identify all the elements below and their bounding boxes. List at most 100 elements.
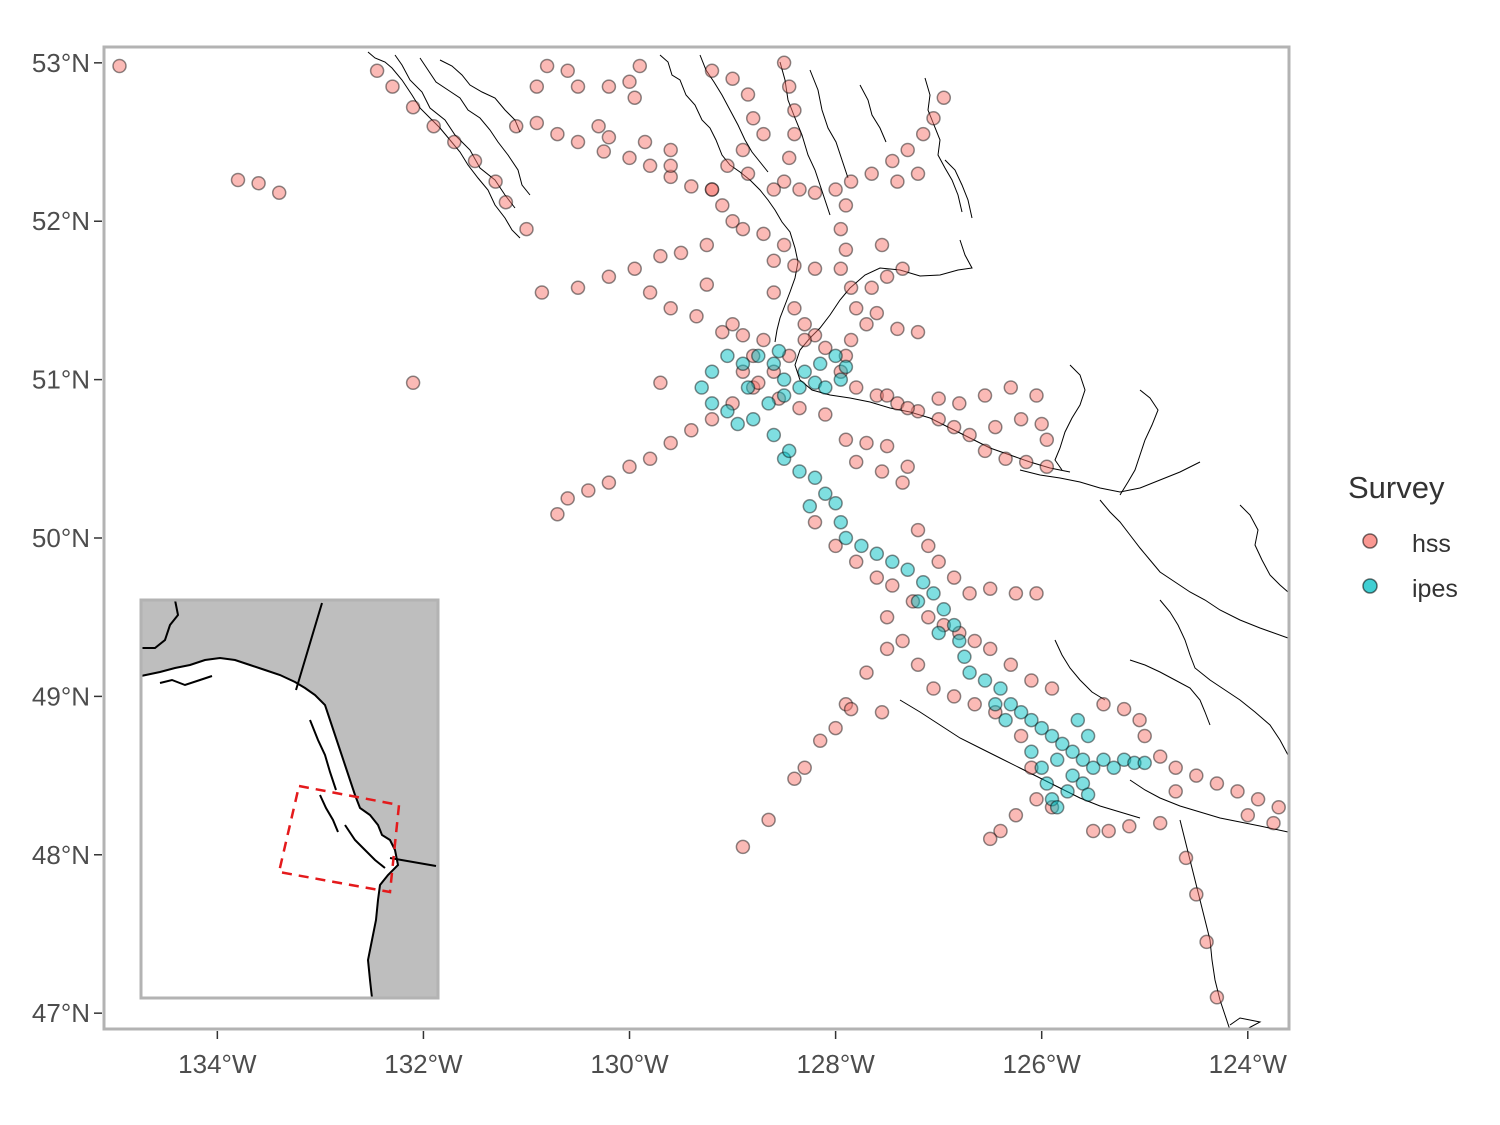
hss-point-54 [663,301,678,316]
hss-point-107 [818,340,833,356]
ipes-point-2 [720,348,735,364]
ipes-point-54 [1065,744,1080,760]
ipes-point-74 [1070,712,1086,728]
hss-point-150 [900,459,915,474]
hss-point-100 [936,90,952,105]
legend-entry-hss: hss [1362,530,1451,558]
hss-point-220 [797,760,812,775]
ipes-point-25 [792,464,807,479]
hss-point-158 [921,609,936,625]
ipes-point-61 [1137,755,1152,771]
hss-point-176 [910,657,926,672]
ipes-point-64 [1039,776,1055,791]
hss-point-30 [632,58,648,74]
hss-point-74 [792,182,807,197]
hss-point-7 [405,99,421,115]
hss-point-177 [926,681,941,696]
hss-point-57 [735,328,751,343]
ipes-point-68 [1065,768,1080,783]
ipes-point-48 [1003,697,1019,712]
hss-point-127 [931,411,946,427]
hss-point-41 [756,226,771,242]
hss-point-101 [890,174,905,189]
legend-label-hss: hss [1412,530,1451,558]
inset-study-area-box [277,784,401,894]
ipes-point-49 [1013,704,1029,720]
hss-point-179 [967,697,982,712]
hss-point-194 [1029,792,1044,807]
ipes-point-36 [900,562,915,577]
hss-point-62 [745,111,761,126]
hss-point-115 [704,411,720,427]
ipes-point-37 [915,575,931,590]
hss-point-188 [1209,776,1225,791]
hss-point-56 [715,324,730,340]
hss-point-104 [787,301,802,316]
hss-point-46 [699,237,715,253]
hss-point-186 [1168,760,1183,775]
x-tick-label-3: 128°W [796,1049,875,1079]
ipes-point-28 [828,495,843,511]
ipes-point-67 [1060,784,1075,799]
hss-point-203 [1168,784,1183,799]
hss-point-173 [1029,586,1044,601]
hss-point-156 [885,578,900,593]
hss-point-80 [833,261,849,276]
y-tick-label-0: 47°N [32,998,90,1028]
hss-point-184 [1137,728,1152,744]
hss-point-208 [1240,807,1256,823]
hss-point-4 [405,375,421,391]
hss-point-77 [838,198,854,213]
hss-point-134 [879,388,895,403]
hss-point-92 [910,324,926,340]
ipes-point-13 [797,364,812,379]
ipes-point-16 [838,359,854,375]
y-tick-label-2: 49°N [32,681,90,711]
ipes-point-32 [838,530,854,546]
ipes-point-12 [776,388,792,403]
hss-point-63 [756,126,771,142]
y-tick-label-6: 53°N [32,48,90,78]
hss-point-123 [848,380,864,395]
hss-point-207 [1209,990,1225,1005]
hss-point-79 [838,242,854,257]
hss-point-35 [663,142,678,158]
hss-point-75 [807,185,823,200]
hss-point-16 [550,126,565,142]
series-hss [112,55,1286,1005]
hss-point-53 [642,285,658,300]
hss-point-110 [601,475,617,490]
hss-point-137 [952,396,967,411]
hss-point-148 [848,454,864,470]
ipes-point-22 [833,372,849,387]
ipes-point-21 [818,380,833,395]
hss-point-172 [1008,586,1024,601]
hss-point-217 [828,720,843,736]
hss-point-197 [993,823,1008,839]
hss-point-24 [529,79,545,94]
hss-point-199 [1085,823,1101,839]
hss-point-190 [1250,792,1266,807]
hss-point-36 [663,158,678,174]
inset-land [141,600,438,998]
hss-point-70 [787,126,802,142]
ipes-point-42 [957,649,972,665]
x-tick-label-2: 130°W [590,1049,669,1079]
hss-point-161 [967,633,982,649]
hss-point-144 [1039,432,1055,448]
hss-point-114 [684,423,699,438]
ipes-point-23 [766,427,782,443]
ipes-point-47 [993,681,1008,696]
ipes-point-69 [1075,776,1091,791]
hss-point-178 [946,689,962,704]
ipes-point-9 [730,416,745,432]
hss-point-102 [910,166,926,181]
hss-point-27 [570,79,586,94]
hss-point-29 [622,74,637,90]
ipes-point-58 [1106,760,1122,775]
x-tick-label-4: 126°W [1003,1049,1082,1079]
x-tick-label-5: 124°W [1209,1049,1288,1079]
ipes-point-71 [1049,752,1065,767]
panel-border [102,45,1291,1031]
